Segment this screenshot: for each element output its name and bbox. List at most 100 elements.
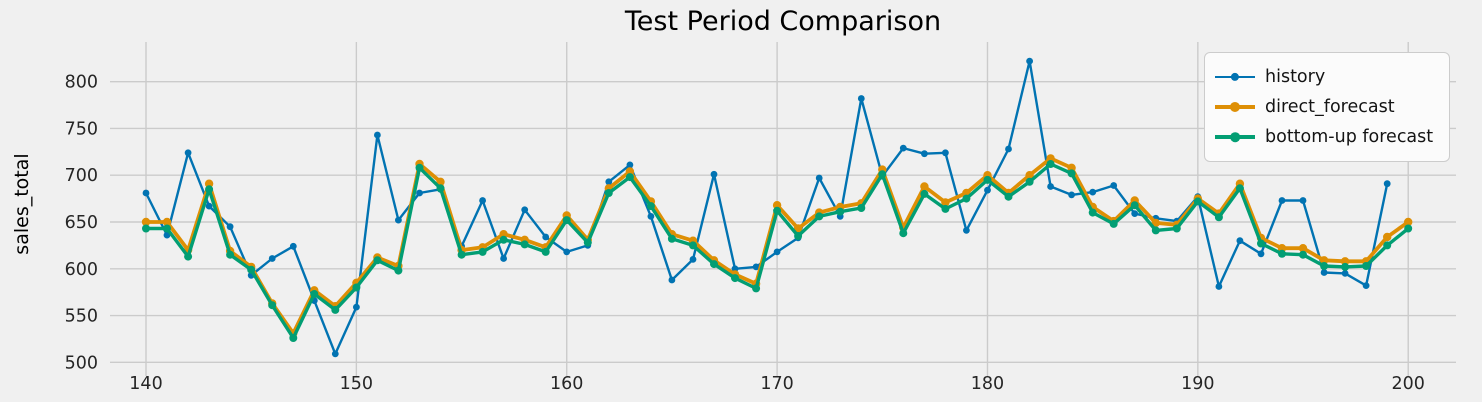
- marker-bottom-up-forecast-156: [478, 247, 487, 256]
- marker-direct-forecast-200: [1404, 217, 1413, 227]
- marker-history-158: [521, 206, 529, 214]
- marker-bottom-up-forecast-168: [731, 274, 739, 283]
- marker-direct-forecast-188: [1151, 218, 1161, 228]
- marker-history-198: [1362, 282, 1370, 289]
- marker-history-159: [542, 233, 550, 241]
- marker-history-186: [1110, 182, 1118, 189]
- marker-bottom-up-forecast-143: [205, 185, 214, 194]
- marker-history-191: [1215, 283, 1223, 290]
- x-tick-label-180: 180: [971, 374, 1004, 394]
- marker-history-174: [857, 95, 865, 102]
- x-tick-label-160: 160: [550, 374, 583, 394]
- marker-bottom-up-forecast-148: [310, 290, 319, 298]
- marker-history-194: [1278, 197, 1286, 204]
- marker-bottom-up-forecast-166: [689, 241, 697, 250]
- marker-bottom-up-forecast-174: [857, 204, 866, 212]
- marker-history-156: [479, 197, 486, 204]
- legend-item-history: history: [1215, 62, 1439, 92]
- marker-bottom-up-forecast-196: [1320, 262, 1329, 270]
- marker-bottom-up-forecast-158: [520, 240, 529, 249]
- marker-bottom-up-forecast-177: [920, 189, 929, 198]
- x-tick-label-170: 170: [760, 374, 793, 394]
- marker-bottom-up-forecast-141: [163, 224, 171, 233]
- marker-history-163: [626, 161, 634, 169]
- marker-bottom-up-forecast-192: [1235, 184, 1244, 193]
- series-line-history: [144, 59, 1389, 356]
- legend-label-history: history: [1265, 67, 1326, 87]
- marker-history-152: [395, 216, 402, 224]
- marker-bottom-up-forecast-194: [1278, 249, 1286, 258]
- marker-bottom-up-forecast-180: [983, 175, 992, 184]
- marker-bottom-up-forecast-147: [289, 334, 298, 342]
- marker-bottom-up-forecast-149: [331, 305, 340, 314]
- y-tick-label-800: 800: [65, 73, 98, 93]
- marker-bottom-up-forecast-167: [710, 260, 718, 269]
- marker-history-149: [331, 350, 339, 358]
- legend-label-bottom-up-forecast: bottom-up forecast: [1265, 127, 1434, 147]
- marker-bottom-up-forecast-193: [1257, 239, 1265, 248]
- marker-bottom-up-forecast-142: [184, 252, 193, 261]
- marker-bottom-up-forecast-189: [1172, 224, 1181, 233]
- marker-history-183: [1047, 183, 1054, 190]
- marker-bottom-up-forecast-198: [1362, 262, 1371, 270]
- marker-bottom-up-forecast-153: [415, 163, 424, 172]
- marker-direct-forecast-177: [920, 182, 929, 191]
- marker-history-170: [773, 248, 781, 256]
- marker-direct-forecast-196: [1319, 256, 1329, 265]
- chart-title: Test Period Comparison: [624, 6, 942, 37]
- marker-bottom-up-forecast-186: [1109, 219, 1118, 228]
- direct-forecast-line-sample-icon: [1215, 101, 1255, 113]
- marker-bottom-up-forecast-146: [268, 301, 277, 310]
- marker-direct-forecast-163: [625, 167, 635, 176]
- marker-direct-forecast-170: [772, 201, 782, 210]
- marker-bottom-up-forecast-173: [836, 207, 845, 216]
- y-tick-label-750: 750: [65, 119, 98, 139]
- marker-history-196: [1320, 269, 1328, 276]
- marker-history-150: [353, 303, 360, 311]
- marker-history-142: [184, 149, 192, 157]
- marker-bottom-up-forecast-178: [941, 204, 950, 213]
- marker-bottom-up-forecast-183: [1046, 160, 1055, 168]
- marker-history-162: [605, 178, 613, 186]
- marker-bottom-up-forecast-191: [1214, 213, 1223, 222]
- marker-bottom-up-forecast-160: [562, 216, 571, 225]
- marker-bottom-up-forecast-150: [352, 283, 361, 292]
- marker-history-193: [1257, 250, 1265, 258]
- marker-bottom-up-forecast-162: [604, 189, 613, 197]
- marker-bottom-up-forecast-161: [583, 238, 592, 247]
- marker-history-147: [289, 242, 297, 250]
- marker-bottom-up-forecast-199: [1383, 241, 1392, 250]
- marker-direct-forecast-184: [1067, 163, 1076, 172]
- marker-direct-forecast-183: [1046, 154, 1055, 163]
- marker-direct-forecast-157: [499, 230, 508, 239]
- marker-bottom-up-forecast-154: [436, 184, 445, 193]
- marker-bottom-up-forecast-195: [1299, 250, 1307, 259]
- marker-history-181: [1005, 145, 1012, 153]
- marker-direct-forecast-194: [1277, 244, 1287, 253]
- legend: history direct_forecast bottom-up foreca…: [1204, 52, 1450, 162]
- marker-bottom-up-forecast-182: [1025, 177, 1034, 186]
- marker-bottom-up-forecast-179: [962, 194, 971, 203]
- marker-history-199: [1383, 180, 1391, 188]
- marker-history-146: [268, 255, 276, 262]
- legend-label-direct-forecast: direct_forecast: [1265, 97, 1395, 117]
- marker-bottom-up-forecast-164: [646, 202, 655, 211]
- marker-bottom-up-forecast-140: [142, 224, 150, 233]
- marker-bottom-up-forecast-155: [457, 250, 466, 259]
- marker-bottom-up-forecast-159: [541, 247, 550, 256]
- marker-history-187: [1131, 210, 1139, 218]
- marker-history-157: [500, 255, 507, 262]
- marker-bottom-up-forecast-165: [667, 234, 676, 243]
- marker-history-143: [205, 202, 213, 210]
- marker-history-192: [1236, 237, 1244, 245]
- marker-bottom-up-forecast-145: [247, 265, 256, 274]
- marker-history-197: [1341, 270, 1349, 277]
- marker-bottom-up-forecast-172: [815, 212, 824, 221]
- marker-direct-forecast-195: [1298, 244, 1308, 253]
- marker-bottom-up-forecast-175: [878, 170, 887, 179]
- marker-bottom-up-forecast-144: [226, 250, 235, 259]
- x-tick-label-140: 140: [129, 374, 162, 394]
- marker-bottom-up-forecast-197: [1341, 262, 1350, 271]
- marker-bottom-up-forecast-163: [625, 173, 634, 182]
- marker-direct-forecast-182: [1025, 171, 1034, 180]
